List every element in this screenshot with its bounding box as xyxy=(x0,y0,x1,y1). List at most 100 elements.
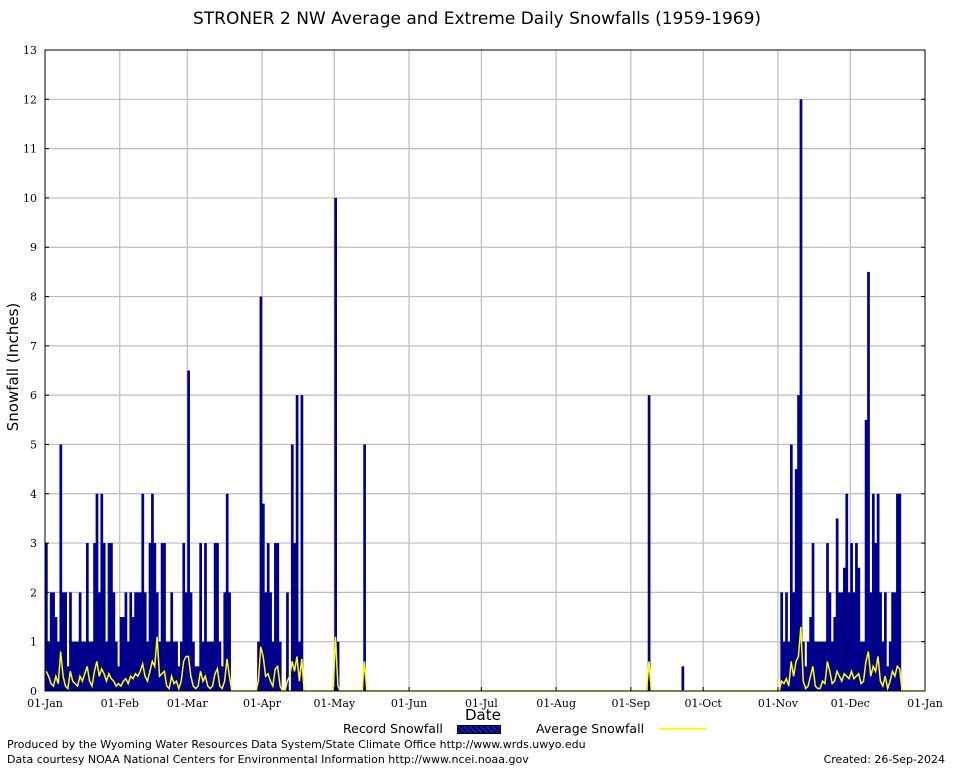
record-snowfall-bar xyxy=(290,444,294,691)
record-snowfall-bar xyxy=(180,641,183,691)
record-snowfall-bar xyxy=(269,592,272,691)
grid-layer xyxy=(45,50,925,691)
record-snowfall-bar xyxy=(211,641,215,691)
y-tick-label: 5 xyxy=(30,438,37,451)
record-snowfall-bar xyxy=(785,592,788,691)
record-snowfall-bar xyxy=(117,666,121,691)
record-snowfall-bar xyxy=(896,493,899,691)
record-snowfall-bar xyxy=(199,543,203,691)
record-snowfall-bar xyxy=(213,543,217,691)
y-tick-label: 6 xyxy=(30,389,37,402)
record-snowfall-bar xyxy=(167,641,171,691)
record-snowfall-bar xyxy=(266,543,270,691)
record-snowfall-bar xyxy=(93,543,96,691)
record-snowfall-bar xyxy=(363,444,366,691)
record-snowfall-bar xyxy=(81,641,84,691)
record-snowfall-bar xyxy=(148,543,152,691)
record-snowfall-bar xyxy=(816,641,820,691)
record-snowfall-bar xyxy=(881,641,885,691)
record-snowfall-bar xyxy=(182,543,186,691)
record-snowfall-bar xyxy=(223,592,227,691)
y-tick-label: 8 xyxy=(30,291,37,304)
record-snowfall-bar xyxy=(192,641,195,691)
record-snowfall-bar xyxy=(146,641,149,691)
record-snowfall-bar xyxy=(859,641,863,691)
y-tick-label: 11 xyxy=(23,143,37,156)
record-snowfall-bar xyxy=(257,641,260,691)
record-snowfall-bar xyxy=(151,493,154,691)
record-snowfall-bar xyxy=(806,641,810,691)
record-snowfall-bar xyxy=(124,592,128,691)
record-snowfall-bar xyxy=(876,493,880,691)
record-snowfall-bar xyxy=(847,592,851,691)
record-snowfall-bar xyxy=(278,641,282,691)
record-snowfall-bar xyxy=(823,641,827,691)
record-snowfall-bar xyxy=(830,641,834,691)
record-snowfall-bar xyxy=(102,543,106,691)
record-snowfall-bar xyxy=(153,543,157,691)
record-snowfall-bar xyxy=(334,197,338,691)
record-snowfall-bar xyxy=(52,592,55,691)
record-snowfall-bar xyxy=(802,641,805,691)
record-snowfall-bar xyxy=(780,592,784,691)
record-snowfall-bar xyxy=(218,641,222,691)
x-tick-label: 01-Apr xyxy=(243,697,282,710)
x-tick-label: 01-Jan xyxy=(27,697,63,710)
record-snowfall-bar xyxy=(797,395,800,691)
legend-average-label: Average Snowfall xyxy=(536,721,645,736)
record-snowfall-bar xyxy=(874,543,878,691)
record-snowfall-bar xyxy=(85,543,89,691)
record-snowfall-bar xyxy=(681,666,685,691)
record-snowfall-bar xyxy=(259,296,263,691)
record-snowfall-bar xyxy=(129,592,133,691)
record-snowfall-bar xyxy=(139,592,142,691)
record-snowfall-bar xyxy=(95,493,99,691)
record-snowfall-bar xyxy=(100,493,104,691)
record-snowfall-bar xyxy=(826,543,829,691)
record-snowfall-bar xyxy=(196,666,200,691)
record-snowfall-bar xyxy=(59,444,63,691)
record-snowfall-bar xyxy=(840,592,844,691)
record-snowfall-bar xyxy=(66,666,70,691)
footer-created-date: Created: 26-Sep-2024 xyxy=(823,753,945,766)
record-snowfall-bar xyxy=(300,395,304,691)
legend-average-swatch xyxy=(660,728,706,730)
record-snowfall-bar xyxy=(835,518,839,691)
x-axis-label: Date xyxy=(465,706,501,724)
record-snowfall-bar xyxy=(862,641,866,691)
record-snowfall-bar xyxy=(295,395,299,691)
record-snowfall-bar xyxy=(165,641,169,691)
record-snowfall-bar xyxy=(204,543,207,691)
record-snowfall-bar xyxy=(177,666,181,691)
record-snowfall-bar xyxy=(843,567,846,691)
record-snowfall-bar xyxy=(274,543,277,691)
legend-record-label: Record Snowfall xyxy=(343,721,443,736)
x-tick-label: 01-Mar xyxy=(167,697,209,710)
record-snowfall-bar xyxy=(194,666,198,691)
record-snowfall-bar xyxy=(107,543,111,691)
record-snowfall-bar xyxy=(869,592,873,691)
record-snowfall-bar xyxy=(261,503,265,691)
record-snowfall-bar xyxy=(47,641,51,691)
record-snowfall-bar xyxy=(64,592,67,691)
y-tick-label: 12 xyxy=(23,93,37,106)
record-snowfall-bar xyxy=(141,493,145,691)
record-snowfall-bar xyxy=(160,543,164,691)
record-snowfall-bar xyxy=(57,641,60,691)
record-snowfall-bar xyxy=(73,641,77,691)
record-snowfall-bar xyxy=(855,543,858,691)
record-snowfall-bar xyxy=(850,543,853,691)
record-snowfall-bar xyxy=(898,493,902,691)
record-snowfall-bar xyxy=(821,641,825,691)
y-tick-label: 3 xyxy=(30,537,37,550)
footer-data-courtesy: Data courtesy NOAA National Centers for … xyxy=(7,753,529,766)
record-snowfall-bar xyxy=(71,641,75,691)
record-snowfall-bar xyxy=(886,666,890,691)
x-tick-label: 01-Nov xyxy=(758,697,799,710)
x-tick-label: 01-Sep xyxy=(611,697,650,710)
record-snowfall-bar xyxy=(45,543,48,691)
record-snowfall-bar xyxy=(814,641,817,691)
record-snowfall-bar xyxy=(867,271,870,691)
x-tick-label: 01-Feb xyxy=(101,697,139,710)
x-tick-label: 01-Jun xyxy=(391,697,427,710)
